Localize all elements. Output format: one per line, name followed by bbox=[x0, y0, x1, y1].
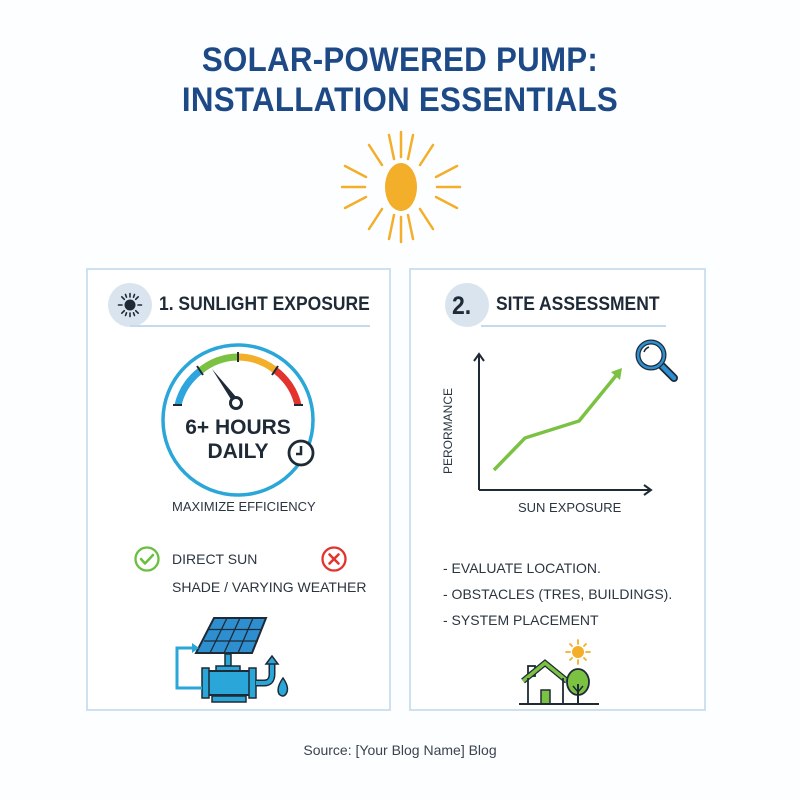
bullet-item: - SYSTEM PLACEMENT bbox=[443, 612, 599, 628]
gauge-line-1: 6+ HOURS bbox=[185, 416, 291, 439]
bullet-item: - EVALUATE LOCATION. bbox=[443, 560, 601, 576]
bad-condition-label: SHADE / VARYING WEATHER bbox=[172, 579, 367, 595]
gauge-line-2: DAILY bbox=[207, 440, 269, 463]
caption: MAXIMIZE EFFICIENCY bbox=[172, 499, 316, 514]
magnifying-glass-icon bbox=[635, 339, 678, 382]
section-number: 2. bbox=[452, 292, 472, 320]
gauge-label: 6+ HOURS DAILY bbox=[158, 416, 318, 464]
section-number-badge bbox=[445, 283, 489, 327]
page-title: SOLAR-POWERED PUMP: INSTALLATION ESSENTI… bbox=[0, 40, 800, 120]
bullet-item: - OBSTACLES (TRES, BUILDINGS). bbox=[443, 586, 673, 602]
sunlight-exposure-card: 1. SUNLIGHT EXPOSURE 6+ HOURS DAILY MAXI… bbox=[86, 268, 391, 711]
x-circle-icon bbox=[321, 546, 347, 572]
title-line-2: INSTALLATION ESSENTIALS bbox=[181, 81, 619, 119]
x-axis-label: SUN EXPOSURE bbox=[518, 500, 622, 515]
performance-chart bbox=[473, 352, 653, 496]
section-title: 1. SUNLIGHT EXPOSURE bbox=[159, 294, 370, 315]
gauge-icon bbox=[161, 343, 315, 497]
sun-icon bbox=[340, 130, 462, 244]
clock-icon bbox=[287, 439, 315, 467]
good-condition-label: DIRECT SUN bbox=[172, 551, 258, 567]
source-caption: Source: [Your Blog Name] Blog bbox=[303, 742, 497, 758]
header-underline bbox=[130, 325, 370, 327]
house-tree-sun-icon bbox=[519, 639, 599, 705]
section-title: SITE ASSESSMENT bbox=[496, 294, 660, 315]
header-underline bbox=[481, 325, 666, 327]
sun-icon bbox=[117, 292, 143, 318]
solar-pump-icon bbox=[175, 617, 289, 703]
check-circle-icon bbox=[134, 546, 160, 572]
y-axis-label: PERORMANCE bbox=[441, 387, 455, 474]
title-line-1: SOLAR-POWERED PUMP: bbox=[201, 41, 599, 79]
site-assessment-card: 2. SITE ASSESSMENT PERORMANCE SUN EXPOSU… bbox=[409, 268, 706, 711]
